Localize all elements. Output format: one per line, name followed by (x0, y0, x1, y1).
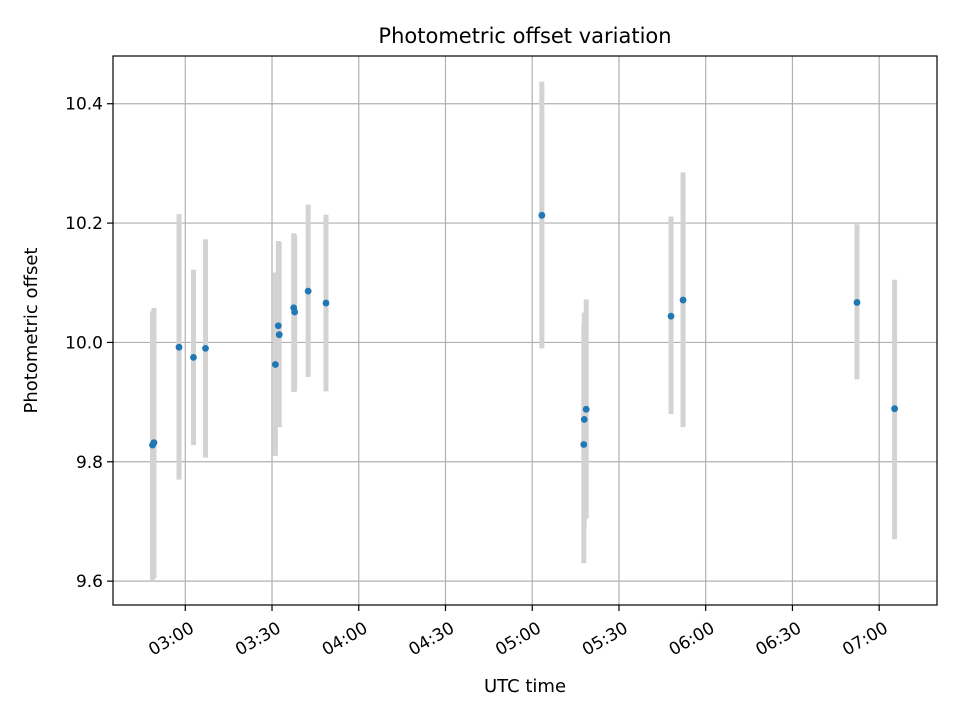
plot-frame (112, 55, 938, 606)
x-axis-title: UTC time (484, 676, 566, 697)
data-point (538, 211, 546, 219)
data-point (190, 353, 197, 361)
data-point (322, 299, 330, 307)
data-point (274, 322, 282, 330)
data-point (667, 312, 675, 320)
chart-title: Photometric offset variation (378, 24, 671, 48)
data-points (149, 211, 898, 449)
data-point (582, 405, 590, 413)
y-tick-label: 10.4 (65, 95, 103, 115)
y-tick-label: 10.2 (65, 214, 103, 234)
data-point (275, 331, 283, 339)
data-point (150, 439, 158, 447)
grid (113, 56, 937, 605)
y-tick-label: 9.8 (76, 453, 103, 473)
data-point (175, 343, 183, 351)
data-point (891, 405, 898, 413)
data-point (580, 416, 588, 423)
data-point (853, 299, 861, 306)
y-tick-label: 9.6 (76, 572, 103, 592)
data-point (291, 308, 299, 316)
y-axis-ticks: 9.6 9.8 10.0 10.2 10.4 (65, 95, 113, 592)
data-point (271, 361, 279, 368)
data-point (679, 296, 687, 304)
data-point (580, 441, 588, 448)
y-tick-label: 10.0 (65, 333, 103, 353)
data-point (202, 345, 209, 352)
y-axis-title: Photometric offset (21, 248, 42, 414)
data-point (304, 287, 312, 295)
